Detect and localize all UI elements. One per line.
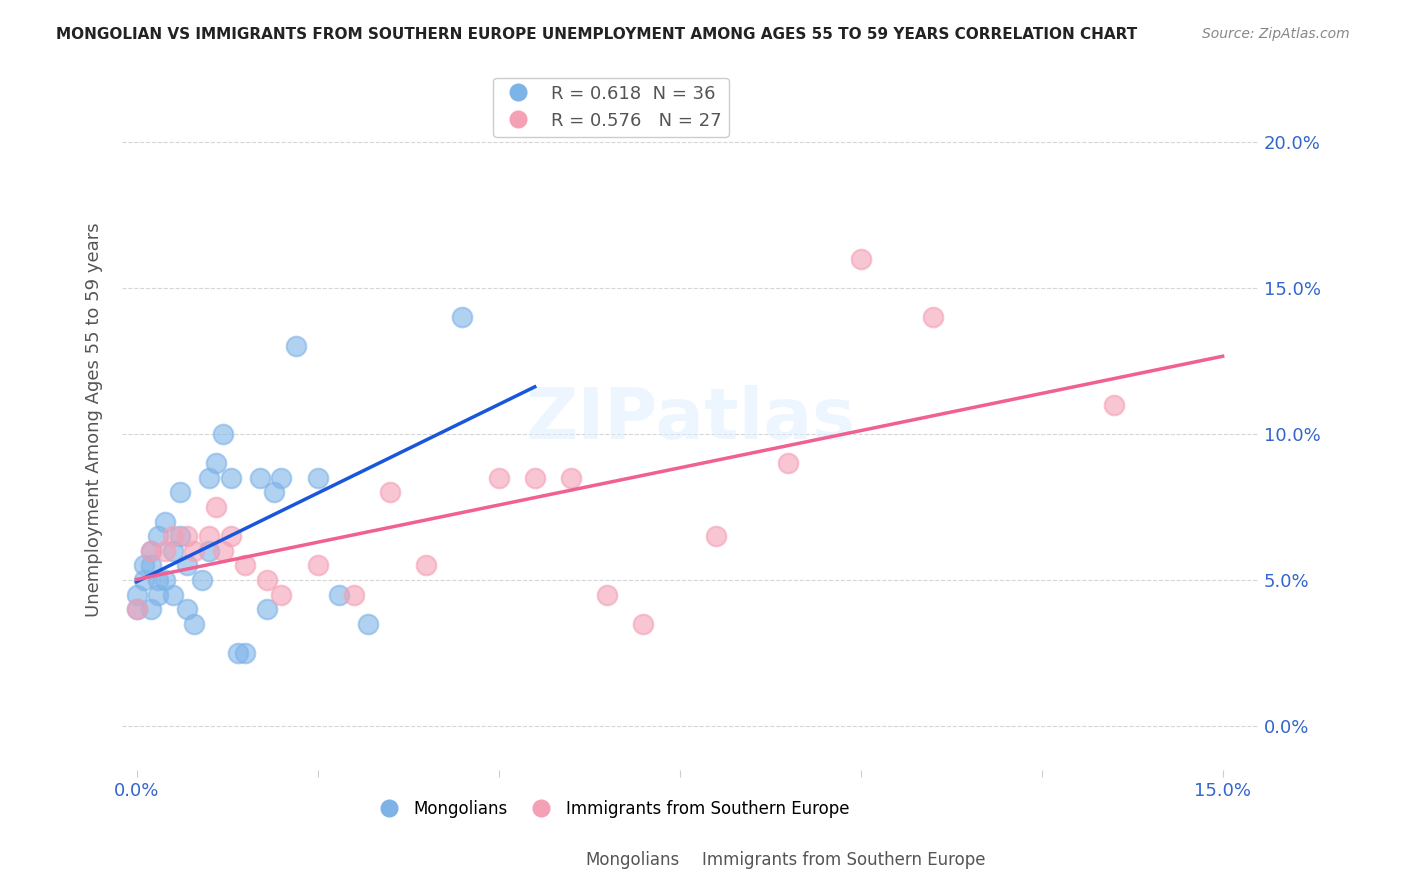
Point: [378, 485, 401, 500]
Point: [633, 616, 655, 631]
Point: [162, 588, 184, 602]
Point: [307, 558, 329, 573]
Point: [219, 471, 242, 485]
Text: Immigrants from Southern Europe: Immigrants from Southern Europe: [702, 851, 986, 869]
Point: [176, 558, 198, 573]
Point: [451, 310, 474, 324]
Point: [183, 543, 205, 558]
Point: [704, 529, 727, 543]
Text: ZIPatlas: ZIPatlas: [526, 384, 855, 454]
Point: [169, 485, 191, 500]
Point: [132, 558, 155, 573]
Point: [307, 471, 329, 485]
Point: [233, 646, 256, 660]
Point: [270, 471, 292, 485]
Point: [155, 573, 177, 587]
Point: [1102, 398, 1125, 412]
Point: [205, 456, 228, 470]
Point: [488, 471, 510, 485]
Point: [233, 558, 256, 573]
Y-axis label: Unemployment Among Ages 55 to 59 years: Unemployment Among Ages 55 to 59 years: [86, 222, 103, 616]
Point: [132, 573, 155, 587]
Point: [148, 573, 170, 587]
Point: [125, 602, 148, 616]
Point: [198, 471, 221, 485]
Point: [183, 616, 205, 631]
Point: [284, 339, 307, 353]
Point: [162, 543, 184, 558]
Point: [226, 646, 249, 660]
Point: [270, 588, 292, 602]
Point: [139, 543, 162, 558]
Point: [169, 529, 191, 543]
Point: [190, 573, 212, 587]
Point: [176, 602, 198, 616]
Point: [125, 602, 148, 616]
Point: [155, 543, 177, 558]
Point: [778, 456, 800, 470]
Point: [922, 310, 945, 324]
Text: MONGOLIAN VS IMMIGRANTS FROM SOUTHERN EUROPE UNEMPLOYMENT AMONG AGES 55 TO 59 YE: MONGOLIAN VS IMMIGRANTS FROM SOUTHERN EU…: [56, 27, 1137, 42]
Point: [139, 602, 162, 616]
Point: [357, 616, 380, 631]
Point: [596, 588, 619, 602]
Point: [212, 543, 235, 558]
Point: [205, 500, 228, 514]
Legend: Mongolians, Immigrants from Southern Europe: Mongolians, Immigrants from Southern Eur…: [366, 794, 856, 825]
Point: [198, 529, 221, 543]
Point: [212, 426, 235, 441]
Point: [415, 558, 437, 573]
Point: [263, 485, 285, 500]
Point: [148, 588, 170, 602]
Point: [560, 471, 582, 485]
Point: [125, 588, 148, 602]
Point: [849, 252, 872, 266]
Point: [523, 471, 546, 485]
Point: [328, 588, 350, 602]
Point: [249, 471, 271, 485]
Point: [219, 529, 242, 543]
Point: [155, 515, 177, 529]
Point: [343, 588, 366, 602]
Point: [256, 573, 278, 587]
Text: Mongolians: Mongolians: [585, 851, 681, 869]
Point: [139, 543, 162, 558]
Point: [162, 529, 184, 543]
Point: [176, 529, 198, 543]
Point: [148, 529, 170, 543]
Point: [139, 558, 162, 573]
Point: [198, 543, 221, 558]
Text: Source: ZipAtlas.com: Source: ZipAtlas.com: [1202, 27, 1350, 41]
Point: [256, 602, 278, 616]
